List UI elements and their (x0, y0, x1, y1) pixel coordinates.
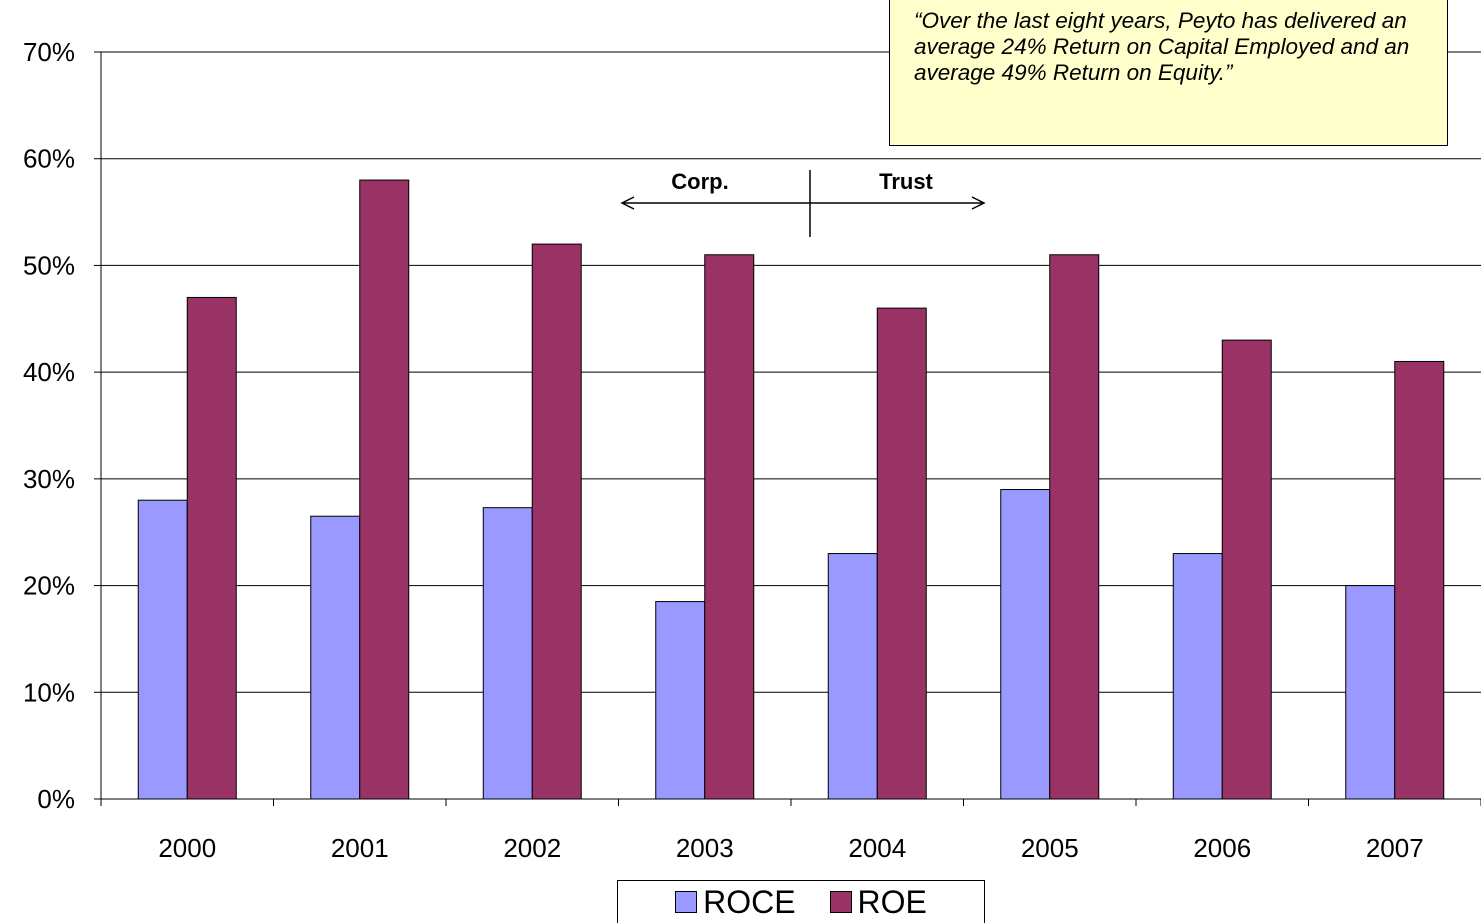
y-tick-label: 40% (23, 357, 75, 387)
bar-roe-2006 (1221, 339, 1272, 800)
bar-roce-2001 (310, 515, 361, 800)
legend-item-roce: ROCE (675, 883, 796, 921)
bar-roe-2003 (704, 254, 755, 800)
legend-swatch-roe (829, 891, 852, 913)
y-tick-label: 0% (37, 784, 75, 814)
gridlines (101, 51, 1481, 693)
bar-roe-2004 (876, 307, 927, 800)
legend-label-roce: ROCE (703, 883, 796, 920)
y-tick-label: 50% (23, 250, 75, 280)
x-tick-label: 2004 (848, 833, 906, 863)
x-tick-label: 2001 (331, 833, 389, 863)
quote-callout: “Over the last eight years, Peyto has de… (889, 0, 1448, 146)
right-arrowhead (971, 196, 986, 210)
x-tick-label: 2005 (1021, 833, 1079, 863)
left-arrowhead (620, 196, 635, 210)
bar-roce-2005 (1000, 489, 1051, 800)
quote-text: “Over the last eight years, Peyto has de… (914, 8, 1410, 85)
bar-roce-2007 (1345, 585, 1396, 800)
bar-roce-2006 (1172, 553, 1223, 800)
x-tick-label: 2000 (158, 833, 216, 863)
x-tick-label: 2003 (676, 833, 734, 863)
y-tick-label: 10% (23, 677, 75, 707)
y-tick-label: 70% (23, 37, 75, 67)
y-tick-labels: 0% 10% 20% 30% 40% 50% 60% 70% (23, 37, 75, 814)
x-tick-label: 2007 (1366, 833, 1424, 863)
x-tick-labels: 2000 2001 2002 2003 2004 2005 2006 2007 (158, 833, 1423, 863)
x-tick-label: 2002 (503, 833, 561, 863)
legend: ROCE ROE (617, 880, 985, 923)
corp-trust-annotation: Corp. Trust (620, 169, 986, 237)
bar-roce-2004 (827, 553, 878, 800)
bar-roce-2003 (655, 601, 706, 800)
y-tick-label: 60% (23, 144, 75, 174)
bars (137, 179, 1445, 800)
trust-label: Trust (879, 169, 933, 194)
y-tick-label: 30% (23, 464, 75, 494)
bar-roe-2005 (1049, 254, 1100, 800)
legend-swatch-roce (675, 891, 698, 913)
bar-roce-2000 (137, 499, 188, 800)
x-tick-label: 2006 (1193, 833, 1251, 863)
y-tick-label: 20% (23, 571, 75, 601)
bar-roce-2002 (482, 507, 533, 800)
bar-roe-2000 (186, 296, 237, 800)
bar-roe-2007 (1394, 360, 1445, 800)
bar-roe-2002 (531, 243, 582, 800)
legend-label-roe: ROE (857, 883, 927, 920)
legend-item-roe: ROE (829, 883, 927, 921)
bar-roe-2001 (359, 179, 410, 800)
axes (94, 51, 1481, 806)
corp-label: Corp. (671, 169, 728, 194)
